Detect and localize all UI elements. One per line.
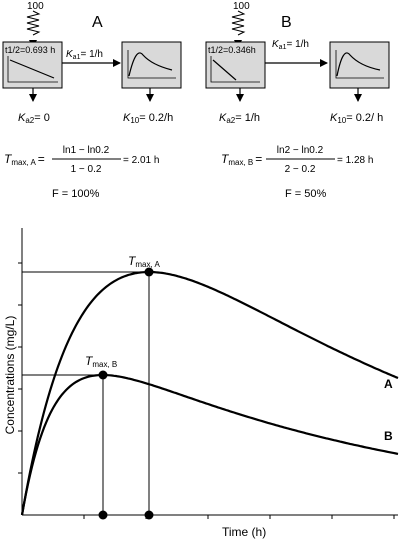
ka1-label-a: Ka1= 1/h — [66, 49, 103, 61]
compartment-central-a — [121, 41, 182, 89]
tmax-a-peak-point — [144, 267, 154, 277]
formula-denominator-b: 2 − 0.2 — [285, 164, 316, 175]
compartment-central-b — [329, 41, 390, 89]
bioavailability-b: F = 50% — [285, 188, 326, 200]
dose-zigzag-a — [26, 10, 41, 36]
mini-axes-a2 — [127, 50, 176, 79]
k10-label-a: K10= 0.2/h — [123, 112, 173, 125]
formula-result-a: = 2.01 h — [123, 155, 159, 166]
panel-a: 100 A t1/2=0.693 h Ka1= 1/h Ka2= 0 K10= … — [2, 1, 182, 200]
mini-axes-a1 — [7, 56, 58, 83]
mini-axes-b1 — [210, 56, 260, 83]
x-ticks — [83, 515, 395, 519]
tmax-a-axis-point — [144, 510, 154, 520]
mini-curve-b — [336, 52, 381, 77]
series-a-curve — [20, 270, 399, 516]
mini-curve-a — [128, 52, 173, 77]
x-axis-label: Time (h) — [222, 525, 266, 539]
dose-zigzag-b — [231, 10, 246, 36]
k10-label-b: K10= 0.2/ h — [330, 112, 383, 125]
series-a-label: A — [384, 377, 393, 391]
ka2-label-b: Ka2= 1/h — [219, 112, 260, 125]
dose-label-a: 100 — [27, 1, 44, 12]
formula-denominator-a: 1 − 0.2 — [71, 164, 102, 175]
tmax-b-axis-point — [98, 510, 108, 520]
half-life-a: t1/2=0.693 h — [5, 45, 55, 55]
bioavailability-a: F = 100% — [52, 188, 100, 200]
formula-result-b: = 1.28 h — [337, 155, 373, 166]
formula-numerator-a: ln1 − ln0.2 — [63, 145, 110, 156]
formula-numerator-b: ln2 − ln0.2 — [277, 145, 324, 156]
series-b-label: B — [384, 429, 393, 443]
concentration-chart: Concentrations (mg/L) Time (h) Tmax, A T… — [3, 228, 399, 539]
ka2-label-a: Ka2= 0 — [18, 112, 50, 125]
decay-curve-a — [9, 59, 55, 79]
half-life-b: t1/2=0.346h — [208, 45, 256, 55]
decay-curve-b — [212, 59, 237, 81]
panel-letter-a: A — [92, 14, 103, 31]
y-axis-label: Concentrations (mg/L) — [3, 316, 17, 435]
dose-label-b: 100 — [233, 1, 250, 12]
panel-b: 100 B t1/2=0.346h Ka1= 1/h Ka2= 1/h K10=… — [205, 1, 390, 200]
panel-letter-b: B — [281, 14, 292, 31]
tmax-label-a: Tmax, A = — [4, 152, 45, 167]
tmax-b-peak-point — [98, 370, 108, 380]
y-ticks — [18, 262, 22, 474]
tmax-b-annotation: Tmax, B — [85, 354, 117, 369]
tmax-a-annotation: Tmax, A — [128, 254, 160, 269]
series-b-curve — [20, 373, 399, 516]
mini-axes-b2 — [335, 50, 384, 79]
tmax-label-b: Tmax, B = — [221, 152, 262, 167]
ka1-label-b: Ka1= 1/h — [272, 39, 309, 51]
